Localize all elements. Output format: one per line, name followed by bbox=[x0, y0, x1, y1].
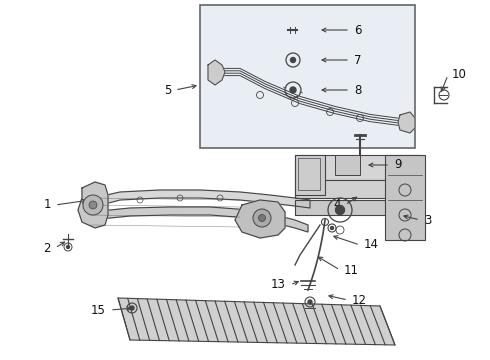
Text: 13: 13 bbox=[271, 279, 286, 292]
Circle shape bbox=[130, 306, 134, 310]
Bar bbox=[385, 155, 425, 240]
Circle shape bbox=[308, 300, 312, 304]
Text: 1: 1 bbox=[44, 198, 51, 211]
Circle shape bbox=[89, 201, 97, 209]
Text: 12: 12 bbox=[352, 293, 367, 306]
Polygon shape bbox=[118, 298, 395, 345]
Text: 15: 15 bbox=[91, 303, 106, 316]
Text: 3: 3 bbox=[424, 213, 431, 226]
Polygon shape bbox=[398, 112, 415, 133]
Circle shape bbox=[330, 226, 334, 230]
Bar bbox=[295, 180, 415, 198]
Polygon shape bbox=[90, 207, 308, 232]
Polygon shape bbox=[208, 60, 225, 85]
Bar bbox=[295, 200, 415, 215]
Polygon shape bbox=[235, 200, 285, 238]
Bar bbox=[295, 155, 325, 195]
Text: 10: 10 bbox=[452, 68, 467, 81]
Bar bbox=[295, 155, 420, 180]
Text: 14: 14 bbox=[364, 238, 379, 252]
Circle shape bbox=[291, 58, 295, 63]
Text: 7: 7 bbox=[354, 54, 362, 67]
Bar bbox=[298, 158, 320, 190]
Text: 9: 9 bbox=[394, 158, 401, 171]
Circle shape bbox=[259, 215, 266, 221]
Text: 6: 6 bbox=[354, 23, 362, 36]
Circle shape bbox=[253, 209, 271, 227]
Polygon shape bbox=[78, 182, 108, 228]
Circle shape bbox=[83, 195, 103, 215]
Circle shape bbox=[336, 206, 344, 215]
Text: 4: 4 bbox=[334, 198, 341, 211]
Circle shape bbox=[290, 87, 296, 93]
Text: 11: 11 bbox=[344, 264, 359, 276]
Text: 2: 2 bbox=[44, 242, 51, 255]
Polygon shape bbox=[85, 190, 310, 210]
Text: 5: 5 bbox=[164, 84, 171, 96]
Bar bbox=[335, 155, 360, 175]
Bar bbox=[200, 5, 415, 148]
Circle shape bbox=[67, 246, 70, 248]
Text: 8: 8 bbox=[354, 84, 362, 96]
